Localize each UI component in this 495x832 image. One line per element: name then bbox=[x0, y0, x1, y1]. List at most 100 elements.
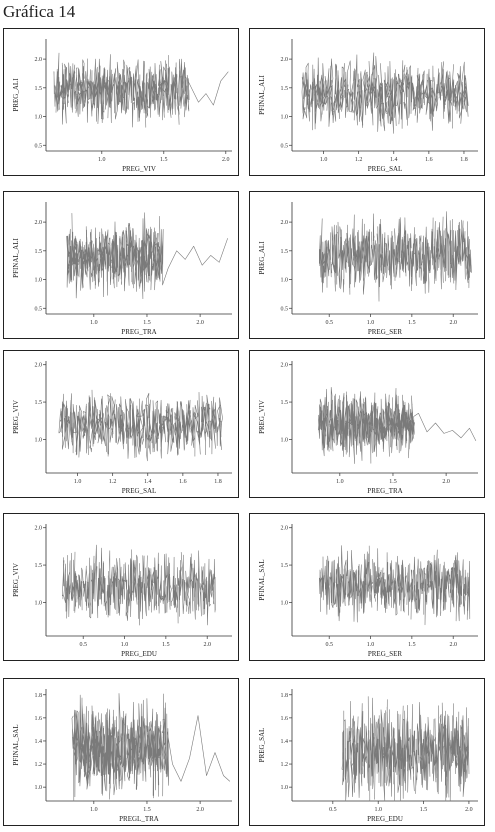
y-tick-label: 1.0 bbox=[281, 115, 289, 121]
y-tick-label: 1.2 bbox=[35, 762, 43, 768]
series-line bbox=[58, 389, 223, 462]
y-tick-label: 2.0 bbox=[35, 363, 43, 369]
chart-svg-5: 1.0 1.2 1.4 1.6 1.8 1.0 1.5 2.0 PREG_SAL PREG_VIV bbox=[12, 361, 232, 495]
series-line bbox=[319, 211, 472, 302]
y-axis-label: PREG_ALI bbox=[258, 241, 266, 275]
x-tick-label: 2.0 bbox=[222, 157, 230, 163]
x-tick-label: 1.0 bbox=[320, 157, 328, 163]
x-tick-label: 1.5 bbox=[408, 642, 416, 648]
y-tick-label: 1.5 bbox=[35, 400, 43, 406]
y-tick-label: 1.2 bbox=[281, 762, 289, 768]
x-tick-label: 2.0 bbox=[196, 320, 204, 326]
chart-svg-4: 0.5 1.0 1.5 2.0 0.5 1.0 1.5 2.0 PREG_SER PREG_ALI bbox=[258, 202, 478, 336]
y-tick-label: 1.0 bbox=[35, 115, 43, 121]
x-tick-label: 1.0 bbox=[374, 807, 382, 813]
x-tick-label: 1.5 bbox=[143, 320, 151, 326]
chart-svg-2: 1.0 1.2 1.4 1.6 1.8 0.5 1.0 1.5 2.0 PREG_SAL PFINA… bbox=[258, 39, 478, 173]
y-tick-label: 0.5 bbox=[35, 143, 43, 149]
y-tick-label: 2.0 bbox=[281, 57, 289, 63]
x-axis-label: PREGL_TRA bbox=[119, 815, 159, 823]
y-tick-label: 0.5 bbox=[35, 306, 43, 312]
x-tick-label: 1.0 bbox=[90, 807, 98, 813]
x-axis-label: PREG_SER bbox=[368, 328, 403, 336]
x-tick-label: 1.6 bbox=[425, 157, 433, 163]
x-tick-label: 2.0 bbox=[449, 320, 457, 326]
x-tick-label: 0.5 bbox=[329, 807, 337, 813]
y-tick-label: 1.0 bbox=[281, 785, 289, 791]
x-tick-label: 2.0 bbox=[442, 479, 450, 485]
y-tick-label: 1.0 bbox=[35, 437, 43, 443]
series-line bbox=[318, 387, 477, 464]
x-tick-label: 1.4 bbox=[144, 479, 152, 485]
x-tick-label: 0.5 bbox=[325, 320, 333, 326]
x-tick-label: 2.0 bbox=[449, 642, 457, 648]
x-tick-label: 2.0 bbox=[465, 807, 473, 813]
y-axis-label: PREG_SAL bbox=[258, 728, 266, 763]
series-line bbox=[319, 545, 471, 626]
y-tick-label: 1.4 bbox=[35, 739, 43, 745]
x-tick-label: 1.0 bbox=[367, 642, 375, 648]
x-tick-label: 1.5 bbox=[143, 807, 151, 813]
x-axis-label: PREG_VIV bbox=[122, 165, 156, 173]
x-axis-label: PREG_SER bbox=[368, 650, 403, 658]
y-tick-label: 1.5 bbox=[281, 563, 289, 569]
y-tick-label: 1.0 bbox=[281, 600, 289, 606]
y-axis-label: PREG_ALI bbox=[12, 78, 20, 112]
y-axis-label: PFINAL_SAL bbox=[12, 724, 20, 765]
x-tick-label: 0.5 bbox=[325, 642, 333, 648]
series-line bbox=[71, 693, 231, 802]
y-tick-label: 0.5 bbox=[281, 306, 289, 312]
y-axis-label: PFINAL_SAL bbox=[258, 559, 266, 600]
chart-svg-10: 0.5 1.0 1.5 2.0 1.0 1.2 1.4 1.6 1.8 PREG_EDU PREG_… bbox=[258, 689, 478, 823]
y-axis-label: PFINAL_ALI bbox=[12, 238, 20, 278]
series-line bbox=[301, 52, 469, 134]
x-tick-label: 2.0 bbox=[203, 642, 211, 648]
y-tick-label: 1.5 bbox=[281, 86, 289, 92]
series-line bbox=[341, 696, 470, 802]
series-line bbox=[62, 544, 216, 626]
y-tick-label: 1.0 bbox=[281, 278, 289, 284]
y-tick-label: 1.4 bbox=[281, 739, 289, 745]
x-tick-label: 2.0 bbox=[196, 807, 204, 813]
chart-panel-10: 0.5 1.0 1.5 2.0 1.0 1.2 1.4 1.6 1.8 PREG_EDU PREG_… bbox=[249, 678, 485, 826]
x-tick-label: 1.8 bbox=[214, 479, 222, 485]
x-tick-label: 1.0 bbox=[367, 320, 375, 326]
x-tick-label: 1.2 bbox=[109, 479, 117, 485]
y-tick-label: 1.0 bbox=[35, 278, 43, 284]
y-tick-label: 1.6 bbox=[35, 716, 43, 722]
chart-panel-7: 0.5 1.0 1.5 2.0 1.0 1.5 2.0 PREG_EDU PREG_VIV bbox=[3, 513, 239, 661]
chart-panel-3: 1.0 1.5 2.0 0.5 1.0 1.5 2.0 PREG_TRA PFINAL_ALI bbox=[3, 191, 239, 339]
chart-svg-8: 0.5 1.0 1.5 2.0 1.0 1.5 2.0 PREG_SER PFINAL_SAL bbox=[258, 524, 478, 658]
y-tick-label: 0.5 bbox=[281, 143, 289, 149]
y-axis-label: PREG_VIV bbox=[12, 563, 20, 597]
x-tick-label: 1.0 bbox=[336, 479, 344, 485]
x-axis-label: PREG_TRA bbox=[367, 487, 402, 495]
series-line bbox=[53, 52, 229, 128]
x-tick-label: 1.5 bbox=[160, 157, 168, 163]
y-tick-label: 1.0 bbox=[35, 600, 43, 606]
x-axis-label: PREG_SAL bbox=[122, 487, 157, 495]
x-tick-label: 1.5 bbox=[162, 642, 170, 648]
y-tick-label: 2.0 bbox=[35, 57, 43, 63]
y-tick-label: 1.6 bbox=[281, 716, 289, 722]
series-line bbox=[66, 212, 228, 299]
chart-svg-6: 1.0 1.5 2.0 1.0 1.5 2.0 PREG_TRA PREG_VIV bbox=[258, 361, 478, 495]
y-axis-label: PFINAL_ALI bbox=[258, 75, 266, 115]
chart-svg-1: 1.0 1.5 2.0 0.5 1.0 1.5 2.0 PREG_VIV PREG_ALI bbox=[12, 39, 232, 173]
y-tick-label: 2.0 bbox=[281, 220, 289, 226]
x-axis-label: PREG_EDU bbox=[121, 650, 157, 658]
chart-panel-9: 1.0 1.5 2.0 1.0 1.2 1.4 1.6 1.8 PREGL_TRA PFINAL_… bbox=[3, 678, 239, 826]
y-tick-label: 1.5 bbox=[281, 400, 289, 406]
y-axis-label: PREG_VIV bbox=[258, 400, 266, 434]
y-tick-label: 1.0 bbox=[281, 437, 289, 443]
x-tick-label: 1.0 bbox=[90, 320, 98, 326]
x-tick-label: 1.6 bbox=[179, 479, 187, 485]
chart-panel-1: 1.0 1.5 2.0 0.5 1.0 1.5 2.0 PREG_VIV PREG_ALI bbox=[3, 28, 239, 176]
y-tick-label: 1.5 bbox=[35, 563, 43, 569]
y-tick-label: 2.0 bbox=[35, 526, 43, 532]
x-tick-label: 1.5 bbox=[389, 479, 397, 485]
chart-panel-8: 0.5 1.0 1.5 2.0 1.0 1.5 2.0 PREG_SER PFINAL_SAL bbox=[249, 513, 485, 661]
y-tick-label: 1.5 bbox=[35, 249, 43, 255]
y-tick-label: 1.8 bbox=[35, 693, 43, 699]
y-tick-label: 1.0 bbox=[35, 785, 43, 791]
